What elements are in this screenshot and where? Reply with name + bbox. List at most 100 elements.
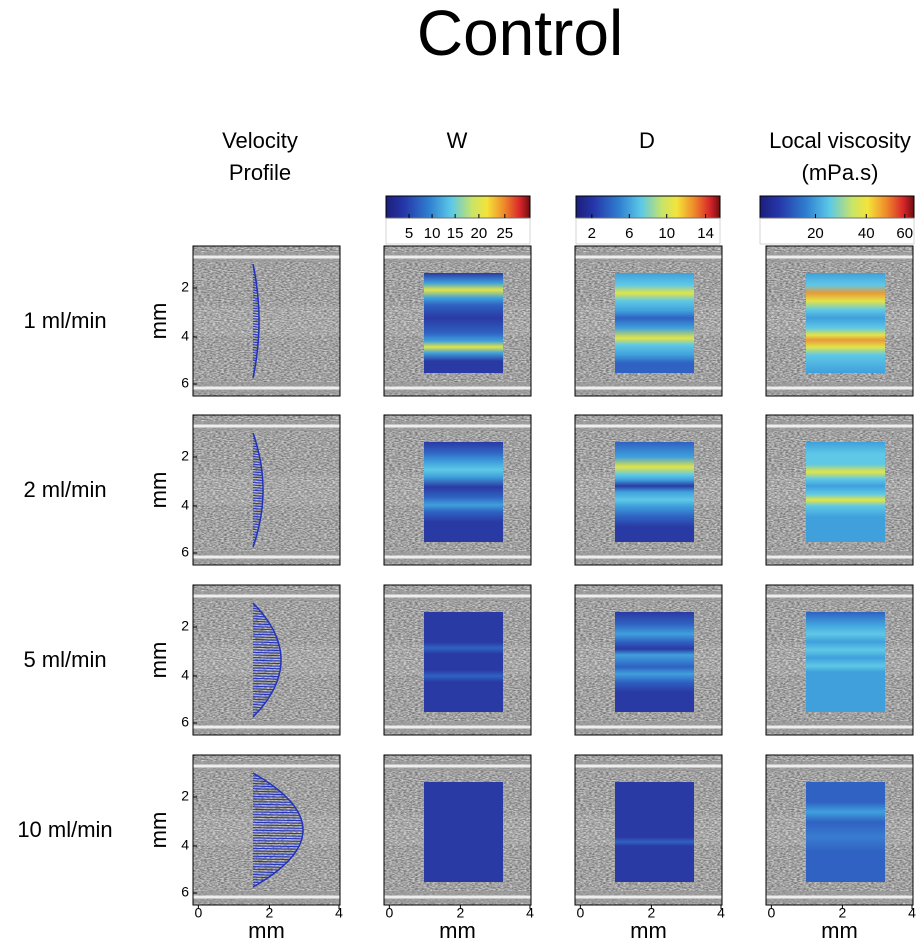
row-label: 5 ml/min: [23, 647, 106, 672]
vessel-wall-line: [575, 556, 722, 559]
y-tick-label: 4: [181, 667, 189, 683]
row-label: 2 ml/min: [23, 477, 106, 502]
x-tick-label: 0: [385, 905, 393, 921]
x-tick-label: 4: [335, 905, 343, 921]
colorbar-tick-label: 20: [471, 225, 488, 242]
parameter-map: [424, 273, 503, 373]
vessel-wall-line: [384, 556, 531, 559]
vessel-wall-line: [384, 765, 531, 768]
y-axis-label: mm: [146, 642, 171, 679]
x-axis-label: mm: [821, 918, 858, 943]
parameter-map: [424, 612, 503, 712]
colorbar: [760, 196, 914, 218]
vessel-wall-line: [384, 256, 531, 259]
vessel-wall-line: [766, 556, 913, 559]
vessel-wall-line: [766, 726, 913, 729]
x-tick-label: 4: [908, 905, 916, 921]
x-tick-label: 0: [576, 905, 584, 921]
y-tick-label: 2: [181, 279, 189, 295]
vessel-wall-line: [575, 256, 722, 259]
vessel-wall-line: [766, 425, 913, 428]
row-label: 1 ml/min: [23, 308, 106, 333]
parameter-map: [615, 612, 694, 712]
y-tick-label: 6: [181, 544, 189, 560]
image-panel: [384, 415, 531, 565]
figure: Control VelocityProfileWDLocal viscosity…: [0, 0, 920, 945]
image-panel: [193, 755, 340, 905]
lumen-band: [193, 306, 340, 336]
colorbar-tick-label: 10: [424, 225, 441, 242]
colorbar-tick-label: 60: [896, 225, 913, 242]
parameter-map: [615, 442, 694, 542]
y-axis-label: mm: [146, 303, 171, 340]
y-axis-label: mm: [146, 812, 171, 849]
image-panel: [193, 415, 340, 565]
parameter-map: [806, 442, 885, 542]
parameter-map: [424, 782, 503, 882]
colorbar-tick-label: 25: [496, 225, 513, 242]
image-panel: [766, 246, 913, 396]
vessel-wall-line: [766, 256, 913, 259]
vessel-wall-line: [575, 896, 722, 899]
y-tick-label: 6: [181, 375, 189, 391]
image-panel: [193, 246, 340, 396]
image-panel: [384, 585, 531, 735]
vessel-wall-line: [575, 425, 722, 428]
x-tick-label: 0: [194, 905, 202, 921]
vessel-wall-line: [193, 765, 340, 768]
colorbar-tick-label: 6: [625, 225, 633, 242]
vessel-wall-line: [193, 556, 340, 559]
image-panel: [193, 585, 340, 735]
vessel-wall-line: [384, 387, 531, 390]
parameter-map: [615, 782, 694, 882]
y-tick-label: 2: [181, 448, 189, 464]
column-header: Local viscosity: [769, 128, 911, 153]
y-tick-label: 4: [181, 497, 189, 513]
x-tick-label: 4: [717, 905, 725, 921]
colorbar-label-box: [760, 218, 914, 244]
parameter-map: [806, 612, 885, 712]
title: Control: [417, 0, 623, 69]
column-header: Profile: [229, 160, 291, 185]
colorbar-tick-label: 2: [588, 225, 596, 242]
row-label: 10 ml/min: [17, 817, 112, 842]
x-tick-label: 0: [767, 905, 775, 921]
y-tick-label: 6: [181, 714, 189, 730]
vessel-wall-line: [575, 387, 722, 390]
colorbar-tick-label: 20: [807, 225, 824, 242]
y-tick-label: 2: [181, 618, 189, 634]
colorbar: [386, 196, 530, 218]
vessel-wall-line: [575, 765, 722, 768]
x-axis-label: mm: [630, 918, 667, 943]
image-panel: [575, 755, 722, 905]
image-panel: [384, 246, 531, 396]
vessel-wall-line: [766, 765, 913, 768]
vessel-wall-line: [384, 896, 531, 899]
image-panel: [766, 755, 913, 905]
y-axis-label: mm: [146, 472, 171, 509]
x-axis-label: mm: [248, 918, 285, 943]
vessel-wall-line: [193, 256, 340, 259]
vessel-wall-line: [193, 387, 340, 390]
vessel-wall-line: [193, 896, 340, 899]
y-tick-label: 6: [181, 884, 189, 900]
colorbar-tick-label: 5: [405, 225, 413, 242]
vessel-wall-line: [766, 595, 913, 598]
vessel-wall-line: [193, 595, 340, 598]
colorbar-tick-label: 10: [658, 225, 675, 242]
image-panel: [575, 246, 722, 396]
parameter-map: [424, 442, 503, 542]
colorbar: [576, 196, 720, 218]
column-header: W: [447, 128, 468, 153]
vessel-wall-line: [384, 726, 531, 729]
lumen-band: [193, 475, 340, 505]
colorbar-tick-label: 15: [447, 225, 464, 242]
vessel-wall-line: [766, 387, 913, 390]
y-tick-label: 2: [181, 788, 189, 804]
vessel-wall-line: [766, 896, 913, 899]
vessel-wall-line: [384, 425, 531, 428]
colorbar-tick-label: 14: [697, 225, 714, 242]
parameter-map: [806, 782, 885, 882]
y-tick-label: 4: [181, 328, 189, 344]
image-panel: [384, 755, 531, 905]
